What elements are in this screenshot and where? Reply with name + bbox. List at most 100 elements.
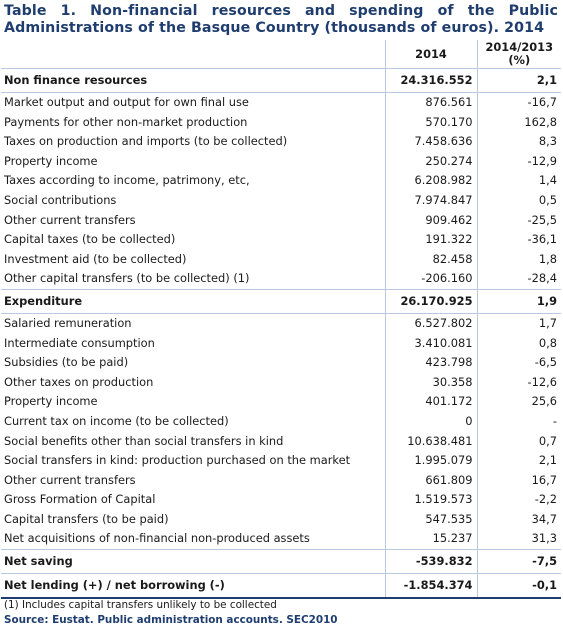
- row-change-pct: -6,5: [476, 353, 561, 373]
- table-row: Social contributions 7.974.847 0,5: [1, 190, 561, 211]
- header-change-line1: 2014/2013: [485, 40, 554, 54]
- row-change-pct: 31,3: [476, 529, 561, 551]
- row-change-pct: -12,6: [476, 372, 561, 393]
- row-change-pct: 0,7: [476, 431, 561, 452]
- table-row: Non finance resources 24.316.552 2,1: [1, 68, 561, 93]
- row-value-2014: 661.809: [384, 470, 477, 491]
- row-label: Intermediate consumption: [4, 335, 155, 350]
- table-row: Investment aid (to be collected) 82.458 1,…: [1, 249, 561, 270]
- header-year: 2014: [384, 40, 477, 69]
- header-change: 2014/2013 (%): [476, 40, 561, 69]
- row-label: Expenditure: [1, 289, 385, 314]
- row-change-pct: -16,7: [476, 92, 561, 113]
- header-blank-cell: [1, 40, 385, 69]
- table-row: Other taxes on production 30.358 -12,6: [1, 372, 561, 393]
- row-change-pct: -12,9: [476, 151, 561, 172]
- row-change-pct: 8,3: [476, 132, 561, 152]
- row-value-2014: 26.170.925: [384, 289, 477, 314]
- table-row: Subsidies (to be paid) 423.798 -6,5: [1, 353, 561, 373]
- row-value-2014: 24.316.552: [384, 68, 477, 93]
- row-label: Taxes according to income, patrimony, et…: [4, 173, 250, 188]
- row-change-pct: -25,5: [476, 210, 561, 231]
- row-label: Non finance resources: [1, 68, 385, 93]
- row-change-pct: 2,1: [476, 451, 561, 471]
- row-value-2014: 423.798: [384, 353, 477, 373]
- table-row: Market output and output for own final u…: [1, 92, 561, 113]
- row-value-2014: 570.170: [384, 112, 477, 133]
- row-label: Capital taxes (to be collected): [4, 232, 176, 247]
- row-label: Net lending (+) / net borrowing (-): [1, 573, 385, 600]
- row-change-pct: 1,7: [476, 313, 561, 334]
- table-body: Non finance resources 24.316.552 2,1 Market…: [1, 68, 561, 600]
- row-value-2014: 3.410.081: [384, 333, 477, 354]
- table-row: Expenditure 26.170.925 1,9: [1, 289, 561, 314]
- table-row: Net acquisitions of non-financial non-pr…: [1, 529, 561, 551]
- row-value-2014: 82.458: [384, 249, 477, 270]
- row-label: Property income: [4, 153, 98, 168]
- table-row: Net lending (+) / net borrowing (-) -1.85…: [1, 573, 561, 600]
- row-value-2014: 6.208.982: [384, 171, 477, 191]
- row-label: Other taxes on production: [4, 374, 154, 389]
- row-value-2014: 7.974.847: [384, 190, 477, 211]
- row-change-pct: 16,7: [476, 470, 561, 491]
- row-change-pct: -28,4: [476, 269, 561, 290]
- row-change-pct: 1,8: [476, 249, 561, 270]
- row-change-pct: 2,1: [476, 68, 561, 93]
- row-label: Other current transfers: [4, 212, 136, 227]
- row-change-pct: -7,5: [476, 549, 561, 575]
- row-label: Social benefits other than social transf…: [4, 433, 284, 448]
- row-label: Current tax on income (to be collected): [4, 413, 229, 428]
- table-row: Net saving -539.832 -7,5: [1, 549, 561, 575]
- row-label: Market output and output for own final u…: [4, 95, 249, 109]
- row-value-2014: 876.561: [384, 92, 477, 113]
- row-value-2014: 547.535: [384, 509, 477, 530]
- row-value-2014: -1.854.374: [384, 573, 477, 600]
- row-label: Subsidies (to be paid): [4, 355, 129, 370]
- row-change-pct: 1,9: [476, 289, 561, 314]
- row-label: Net acquisitions of non-financial non-pr…: [1, 529, 385, 551]
- row-value-2014: -206.160: [384, 269, 477, 290]
- table-row: Property income 250.274 -12,9: [1, 151, 561, 172]
- row-label: Social contributions: [4, 192, 117, 207]
- row-value-2014: 30.358: [384, 372, 477, 393]
- row-value-2014: 191.322: [384, 230, 477, 250]
- row-value-2014: 909.462: [384, 210, 477, 231]
- row-value-2014: 0: [384, 411, 477, 432]
- table-row: Gross Formation of Capital 1.519.573 -2,2: [1, 490, 561, 510]
- row-change-pct: 162,8: [476, 112, 561, 133]
- table-row: Capital transfers (to be paid) 547.535 34,…: [1, 509, 561, 530]
- row-label: Net saving: [1, 549, 385, 575]
- row-value-2014: 7.458.636: [384, 132, 477, 152]
- table-row: Other current transfers 909.462 -25,5: [1, 210, 561, 231]
- row-value-2014: 1.519.573: [384, 490, 477, 510]
- table-row: Property income 401.172 25,6: [1, 392, 561, 412]
- table-row: Other current transfers 661.809 16,7: [1, 470, 561, 491]
- row-label: Investment aid (to be collected): [4, 251, 187, 266]
- table-row: Salaried remuneration 6.527.802 1,7: [1, 313, 561, 334]
- row-label: Other capital transfers (to be collected…: [1, 269, 385, 290]
- row-value-2014: -539.832: [384, 549, 477, 575]
- row-change-pct: 0,5: [476, 190, 561, 211]
- table-row: Current tax on income (to be collected) 0…: [1, 411, 561, 432]
- row-change-pct: -2,2: [476, 490, 561, 510]
- row-change-pct: 34,7: [476, 509, 561, 530]
- resources-spending-table: 2014 2014/2013 (%) Non finance resources…: [1, 40, 561, 600]
- header-row: 2014 2014/2013 (%): [1, 40, 561, 69]
- row-label: Social transfers in kind: production pur…: [4, 453, 351, 468]
- table-title: Table 1. Non-financial resources and spe…: [4, 3, 558, 36]
- row-label: Capital transfers (to be paid): [4, 511, 169, 526]
- row-change-pct: 0,8: [476, 333, 561, 354]
- row-change-pct: 1,4: [476, 171, 561, 191]
- row-value-2014: 1.995.079: [384, 451, 477, 471]
- row-value-2014: 250.274: [384, 151, 477, 172]
- row-change-pct: -0,1: [476, 573, 561, 600]
- row-label: Taxes on production and imports (to be c…: [4, 134, 288, 149]
- row-label: Salaried remuneration: [4, 315, 132, 330]
- row-value-2014: 15.237: [384, 529, 477, 551]
- row-change-pct: -36,1: [476, 230, 561, 250]
- table-row: Social transfers in kind: production pur…: [1, 451, 561, 471]
- row-value-2014: 10.638.481: [384, 431, 477, 452]
- row-label: Other current transfers: [4, 472, 136, 487]
- header-change-line2: (%): [508, 53, 531, 67]
- table-row: Payments for other non-market production…: [1, 112, 561, 133]
